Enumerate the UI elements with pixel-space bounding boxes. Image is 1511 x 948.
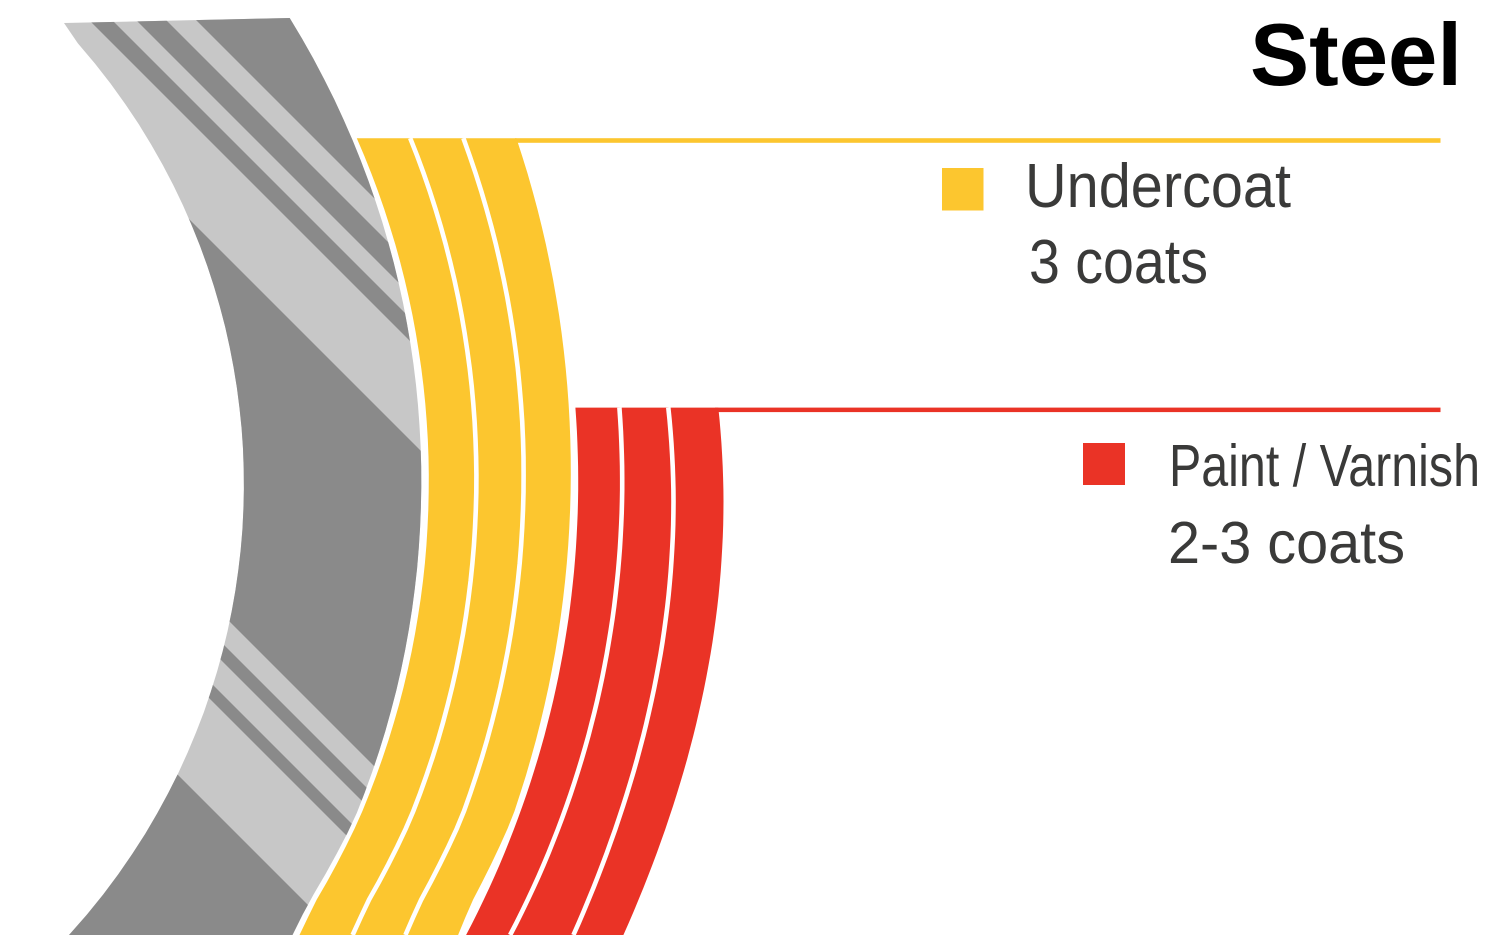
svg-text:Steel: Steel [1250,5,1462,104]
svg-text:Paint / Varnish: Paint / Varnish [1169,433,1480,499]
svg-text:3 coats: 3 coats [1029,228,1208,297]
svg-text:Undercoat: Undercoat [1025,152,1291,221]
svg-text:2-3 coats: 2-3 coats [1168,510,1405,576]
